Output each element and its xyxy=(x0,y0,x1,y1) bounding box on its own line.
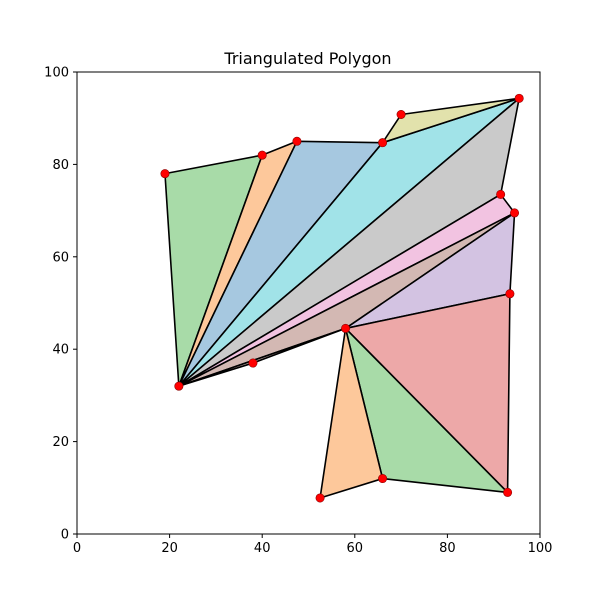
vertex-point-5 xyxy=(396,110,406,120)
vertex-point-7 xyxy=(496,189,506,199)
vertex-point-4 xyxy=(378,138,388,148)
vertices-layer xyxy=(160,93,524,503)
triangle-9 xyxy=(178,327,347,387)
x-tick-label: 100 xyxy=(528,541,553,556)
vertex-point-2 xyxy=(257,150,267,160)
x-tick-label: 20 xyxy=(161,541,178,556)
vertex-point-12 xyxy=(315,493,325,503)
x-tick-label: 80 xyxy=(439,541,456,556)
vertex-point-13 xyxy=(341,323,351,333)
y-tick-label: 100 xyxy=(44,66,69,81)
vertex-point-10 xyxy=(503,487,513,497)
vertex-point-9 xyxy=(505,289,515,299)
y-tick-label: 0 xyxy=(61,528,69,543)
triangles-layer xyxy=(164,97,520,499)
triangle-13 xyxy=(319,327,384,499)
vertex-point-3 xyxy=(292,136,302,146)
plot-frame xyxy=(76,71,541,535)
vertex-point-6 xyxy=(514,93,524,103)
vertex-point-15 xyxy=(174,381,184,391)
vertex-point-14 xyxy=(248,358,258,368)
y-tick-label: 60 xyxy=(52,250,69,265)
vertex-point-11 xyxy=(378,474,388,484)
x-tick-label: 60 xyxy=(347,541,364,556)
x-tick-label: 0 xyxy=(73,541,81,556)
y-axis: 0 20 40 60 80 100 xyxy=(44,66,77,543)
triangle-5 xyxy=(381,97,520,144)
chart-title: Triangulated Polygon xyxy=(223,49,391,68)
x-tick-label: 40 xyxy=(254,541,271,556)
vertex-point-8 xyxy=(510,208,520,218)
y-tick-label: 20 xyxy=(52,435,69,450)
y-tick-label: 40 xyxy=(52,343,69,358)
y-tick-label: 80 xyxy=(52,158,69,173)
x-axis: 0 20 40 60 80 100 xyxy=(73,534,553,556)
vertex-point-1 xyxy=(160,169,170,179)
